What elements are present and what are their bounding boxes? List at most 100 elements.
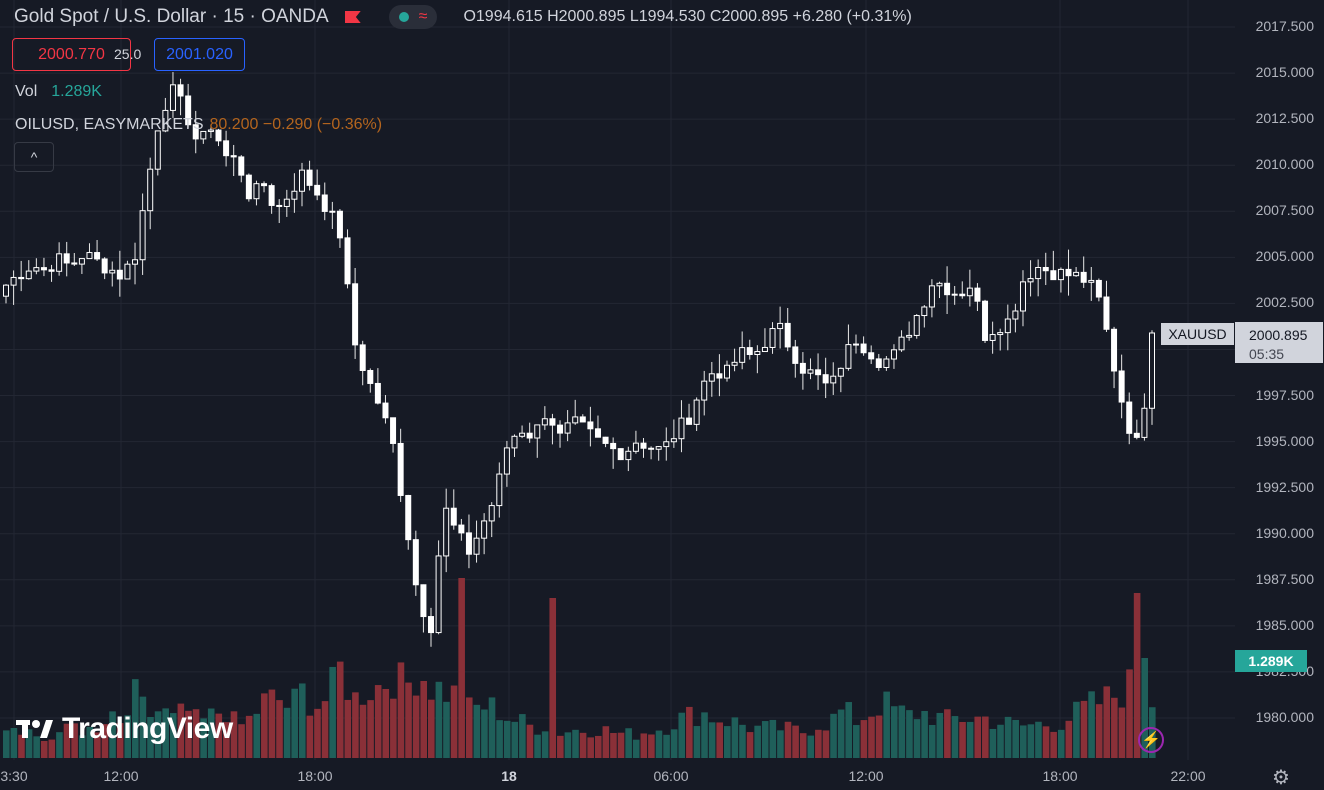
candle-body bbox=[245, 174, 252, 200]
bolt-icon[interactable]: ⚡ bbox=[1138, 727, 1164, 753]
time-tick: 18:00 bbox=[1042, 768, 1078, 784]
volume-bar bbox=[124, 715, 132, 758]
candle-body bbox=[3, 284, 9, 297]
candle-body bbox=[1141, 407, 1148, 438]
price-chart[interactable] bbox=[0, 0, 1235, 760]
volume-bar bbox=[739, 724, 746, 758]
volume-bar bbox=[640, 733, 648, 758]
volume-bar bbox=[428, 699, 435, 758]
candle-body bbox=[511, 435, 518, 449]
candle-body bbox=[564, 422, 571, 434]
volume-bar bbox=[1080, 700, 1088, 758]
volume-bar bbox=[541, 731, 549, 758]
overlay-legend[interactable]: OILUSD, EASYMARKETS 80.200 −0.290 (−0.36%… bbox=[15, 116, 382, 134]
candle-body bbox=[997, 332, 1004, 336]
volume-bar bbox=[412, 695, 420, 758]
volume-bar bbox=[845, 702, 853, 758]
volume-bar bbox=[116, 723, 124, 758]
volume-bar bbox=[1042, 726, 1050, 758]
buy-button[interactable]: 2001.020 bbox=[154, 38, 245, 71]
volume-bar bbox=[853, 725, 860, 758]
market-status-pill[interactable]: ≈ bbox=[388, 5, 438, 29]
flag-icon[interactable] bbox=[344, 11, 361, 23]
volume-bar bbox=[1035, 721, 1042, 758]
candle-body bbox=[124, 263, 131, 280]
sell-price: 2000.770 bbox=[38, 45, 105, 63]
time-tick: 18:00 bbox=[297, 768, 333, 784]
candle-body bbox=[1027, 278, 1034, 283]
symbol-price-tag: XAUUSD bbox=[1161, 323, 1234, 345]
volume-bar bbox=[754, 725, 761, 758]
candle-body bbox=[488, 505, 495, 522]
overlay-change: 80.200 −0.290 (−0.36%) bbox=[209, 116, 383, 133]
candle-body bbox=[154, 130, 161, 170]
candle-body bbox=[853, 343, 860, 346]
candle-body bbox=[192, 124, 199, 140]
sell-button[interactable]: 2000.770 bbox=[12, 38, 131, 71]
volume-bar bbox=[519, 714, 526, 758]
collapse-legend-button[interactable]: ^ bbox=[14, 142, 54, 172]
volume-bar bbox=[731, 717, 739, 758]
gear-icon[interactable]: ⚙ bbox=[1272, 767, 1290, 789]
volume-bar bbox=[314, 708, 321, 758]
volume-bar bbox=[564, 732, 572, 758]
candle-body bbox=[238, 156, 245, 176]
candle-body bbox=[989, 334, 996, 341]
chevron-up-icon: ^ bbox=[30, 149, 38, 165]
candle-body bbox=[928, 285, 935, 308]
candle-body bbox=[936, 282, 943, 287]
volume-bar bbox=[875, 715, 883, 758]
volume-bar bbox=[101, 724, 109, 758]
candle-body bbox=[435, 555, 442, 634]
volume-bar bbox=[276, 700, 283, 758]
volume-bar bbox=[33, 736, 40, 758]
volume-bar bbox=[382, 688, 390, 758]
volume-bar bbox=[959, 721, 966, 758]
volume-bar bbox=[268, 689, 276, 758]
volume-bar bbox=[56, 732, 63, 758]
volume-bar bbox=[511, 721, 519, 758]
volume-legend[interactable]: Vol 1.289K bbox=[15, 83, 102, 101]
volume-bar bbox=[526, 724, 534, 758]
time-tick: 18 bbox=[501, 768, 517, 784]
candle-body bbox=[101, 258, 108, 274]
candle-body bbox=[450, 507, 457, 526]
bar-countdown: 05:35 bbox=[1249, 346, 1285, 362]
candle-body bbox=[405, 494, 412, 541]
volume-bar bbox=[496, 720, 503, 758]
volume-bar bbox=[898, 705, 906, 758]
volume-bar bbox=[579, 732, 587, 758]
candle-body bbox=[48, 269, 55, 272]
volume-bar bbox=[18, 734, 25, 758]
price-axis[interactable]: 2017.500 2015.000 2012.500 2010.000 2007.500… bbox=[1237, 0, 1324, 760]
volume-bar bbox=[473, 704, 481, 758]
candle-body bbox=[526, 432, 533, 439]
candle-body bbox=[63, 253, 70, 264]
candle-body bbox=[602, 436, 609, 444]
volume-bar bbox=[298, 683, 306, 758]
spread-value: 25.0 bbox=[114, 46, 142, 62]
volume-bar bbox=[147, 716, 154, 758]
volume-bar bbox=[245, 715, 253, 758]
candle-body bbox=[906, 334, 913, 338]
candle-body bbox=[610, 442, 617, 450]
candle-body bbox=[185, 95, 192, 126]
volume-bar bbox=[71, 723, 78, 758]
volume-bar bbox=[503, 720, 511, 758]
volume-bar bbox=[761, 721, 769, 758]
candle-body bbox=[898, 336, 905, 351]
volume-bar bbox=[701, 712, 708, 758]
symbol-title[interactable]: Gold Spot / U.S. Dollar · 15 · OANDA bbox=[14, 6, 329, 27]
tradingview-logo[interactable]: TradingView bbox=[16, 712, 233, 746]
candle-body bbox=[974, 287, 981, 302]
volume-bar bbox=[86, 726, 94, 758]
volume-bar bbox=[63, 723, 71, 758]
volume-bar bbox=[200, 718, 207, 758]
volume-bar bbox=[344, 699, 352, 758]
volume-bar bbox=[663, 734, 670, 758]
candle-body bbox=[223, 140, 230, 157]
volume-bar bbox=[1095, 704, 1103, 758]
candle-body bbox=[541, 418, 548, 426]
last-price: 2000.895 bbox=[1249, 327, 1308, 343]
volume-bar bbox=[1019, 725, 1027, 758]
